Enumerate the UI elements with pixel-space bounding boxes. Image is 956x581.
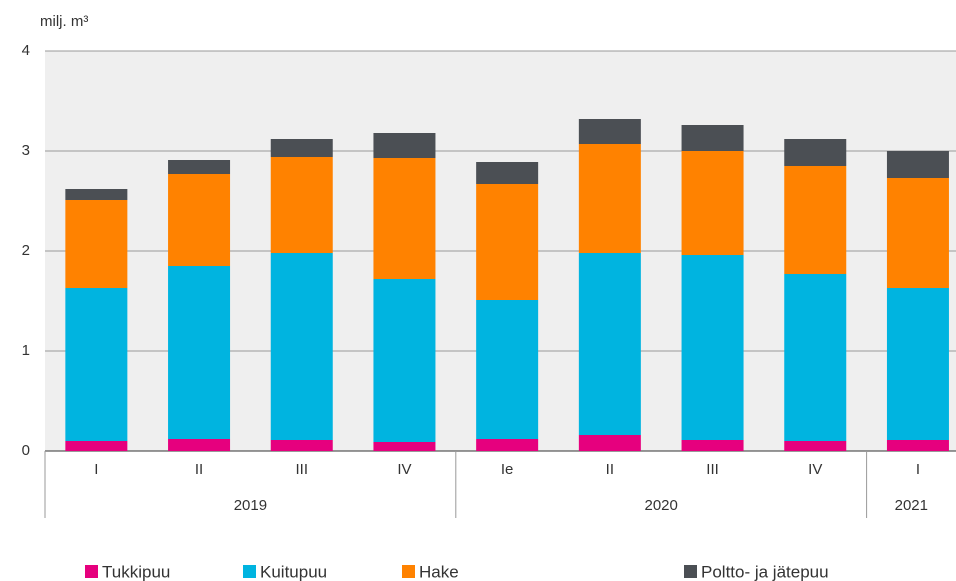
legend-swatch [402,565,415,578]
bar-segment [886,440,949,451]
legend-swatch [243,565,256,578]
bar-segment [886,288,949,440]
bar-segment [270,440,333,451]
bar-segment [784,166,847,274]
legend-swatch [85,565,98,578]
bar-segment [578,119,641,144]
bar-segment [168,160,231,174]
y-tick-label: 4 [22,42,30,59]
bar-segment [270,253,333,440]
y-tick-label: 0 [22,442,30,459]
bar-segment [886,178,949,288]
bar-segment [681,125,744,151]
bar-segment [373,279,436,442]
bar-segment [168,266,231,439]
bar-segment [476,162,539,184]
bar-segment [65,441,128,451]
bar-segment [476,184,539,300]
legend-label: Hake [419,562,459,581]
bar-segment [476,439,539,451]
y-tick-label: 2 [22,242,30,259]
legend-label: Tukkipuu [102,562,170,581]
group-label: 2020 [645,497,678,514]
bar-segment [373,158,436,279]
bar-segment [373,133,436,158]
x-tick-label: I [94,461,98,478]
legend-label: Kuitupuu [260,562,327,581]
bar-segment [784,274,847,441]
group-label: 2019 [234,497,267,514]
x-tick-label: II [195,461,203,478]
bar-segment [681,255,744,440]
group-label: 2021 [895,497,928,514]
y-tick-label: 3 [22,142,30,159]
bar-segment [578,144,641,253]
bar-segment [168,439,231,451]
x-tick-label: III [706,461,719,478]
bar-segment [373,442,436,451]
y-axis-label: milj. m³ [40,13,88,30]
x-tick-label: II [606,461,614,478]
bar-segment [784,139,847,166]
bar-segment [681,440,744,451]
legend-swatch [684,565,697,578]
x-tick-label: IV [808,461,822,478]
bar-segment [65,288,128,441]
bar-segment [886,151,949,178]
bar-segment [168,174,231,266]
x-tick-label: Ie [501,461,514,478]
bar-segment [476,300,539,439]
legend-label: Poltto- ja jätepuu [701,562,829,581]
bar-segment [578,253,641,435]
bar-segment [578,435,641,451]
bar-segment [270,157,333,253]
y-tick-label: 1 [22,342,30,359]
x-tick-label: I [916,461,920,478]
bar-segment [65,189,128,200]
bar-segment [270,139,333,157]
bar-segment [784,441,847,451]
x-tick-label: III [295,461,308,478]
bar-segment [65,200,128,288]
x-tick-label: IV [397,461,411,478]
bar-segment [681,151,744,255]
